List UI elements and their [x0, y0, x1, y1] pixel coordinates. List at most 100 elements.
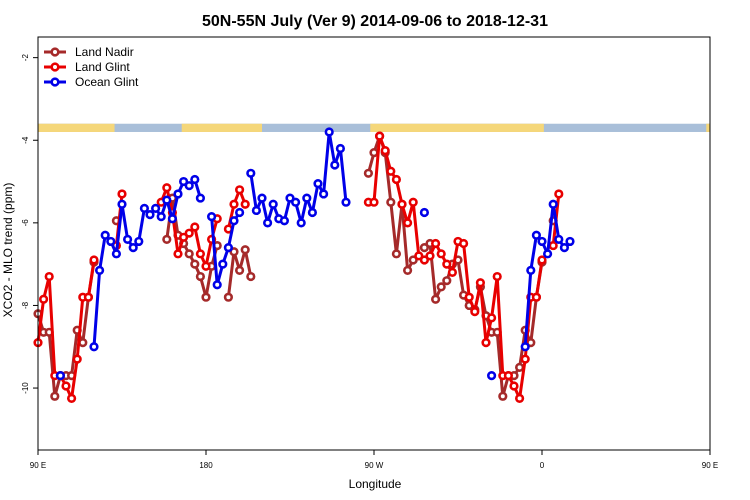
data-point — [537, 255, 547, 265]
data-point — [341, 197, 351, 207]
series-line-segment — [70, 357, 79, 400]
series-line-segment — [400, 202, 410, 272]
series-line-segment — [529, 295, 538, 345]
land-band — [38, 123, 710, 132]
data-point — [279, 216, 290, 226]
series-line-segment — [411, 200, 421, 258]
data-point — [431, 238, 441, 249]
y-tick-label: -6 — [21, 219, 30, 227]
data-point — [542, 249, 553, 259]
legend-item: Land Nadir — [44, 45, 134, 59]
data-point — [106, 236, 116, 247]
series-line-segment — [81, 295, 90, 345]
series-line-segment — [389, 200, 398, 256]
data-point — [117, 189, 127, 199]
data-point — [419, 207, 430, 218]
data-point — [335, 143, 346, 154]
data-point — [212, 280, 222, 290]
series-land-glint — [33, 131, 564, 403]
data-point — [526, 265, 536, 275]
data-point — [223, 292, 233, 302]
data-point — [470, 307, 480, 317]
series-line-segment — [546, 202, 555, 256]
data-point — [184, 228, 194, 238]
series-line-segment — [495, 275, 505, 378]
data-point — [145, 209, 155, 220]
data-point — [235, 265, 245, 275]
data-point — [229, 247, 239, 257]
data-point — [514, 362, 525, 373]
data-point — [184, 249, 194, 259]
legend-label: Ocean Glint — [75, 75, 139, 89]
data-point — [246, 271, 256, 282]
series-ocean-glint — [55, 127, 575, 381]
data-point — [548, 199, 558, 209]
data-point — [162, 183, 172, 193]
data-point — [195, 193, 205, 203]
y-tick-label: -8 — [21, 301, 30, 309]
data-point — [235, 185, 245, 195]
data-point — [302, 193, 312, 203]
data-point — [386, 166, 396, 176]
series-line-segment — [529, 233, 538, 272]
data-point — [257, 193, 267, 203]
legend-label: Land Nadir — [75, 45, 134, 59]
data-point — [531, 292, 542, 302]
data-point — [151, 203, 161, 213]
data-point — [122, 234, 133, 244]
data-point — [167, 214, 177, 224]
series-line-segment — [226, 250, 236, 299]
series-line-segment — [47, 330, 57, 398]
data-point — [179, 176, 189, 187]
data-point — [520, 342, 530, 352]
data-point — [190, 222, 200, 232]
series-line-segment — [75, 295, 85, 361]
data-point — [520, 354, 530, 364]
data-point — [156, 212, 166, 222]
data-point — [173, 189, 183, 199]
data-point — [235, 207, 245, 218]
land-segment — [370, 123, 544, 132]
series-line-segment — [551, 202, 561, 241]
data-point — [184, 181, 194, 191]
data-point — [459, 238, 469, 249]
data-point — [240, 199, 250, 209]
legend-marker — [50, 62, 60, 72]
data-point — [375, 131, 385, 141]
data-point — [89, 342, 99, 352]
data-point — [128, 243, 138, 253]
data-point — [391, 174, 402, 185]
series-line-segment — [310, 182, 320, 215]
series-line-segment — [210, 215, 219, 287]
data-point — [464, 292, 474, 302]
data-point — [408, 255, 418, 265]
data-point — [408, 197, 418, 207]
data-point — [162, 195, 172, 205]
series-line-segment — [36, 297, 46, 345]
data-point — [223, 243, 233, 253]
data-point — [179, 232, 189, 242]
series-line-segment — [383, 151, 393, 204]
data-point — [195, 271, 205, 282]
data-point — [285, 193, 295, 203]
data-point — [66, 393, 77, 403]
data-point — [94, 265, 105, 275]
series-line-segment — [394, 202, 404, 256]
y-tick-label: -10 — [21, 382, 30, 394]
data-point — [319, 189, 329, 199]
data-point — [72, 354, 82, 364]
data-point — [369, 148, 379, 158]
data-point — [134, 236, 144, 247]
series-line-segment — [462, 242, 471, 299]
data-point — [55, 371, 66, 381]
data-point — [44, 271, 54, 282]
data-point — [89, 255, 99, 265]
data-point — [391, 249, 402, 259]
data-point — [436, 282, 446, 292]
series-line-segment — [322, 130, 331, 196]
data-point — [201, 292, 211, 302]
data-point — [442, 259, 452, 269]
series-line-segment — [534, 258, 544, 299]
data-point — [442, 276, 452, 286]
